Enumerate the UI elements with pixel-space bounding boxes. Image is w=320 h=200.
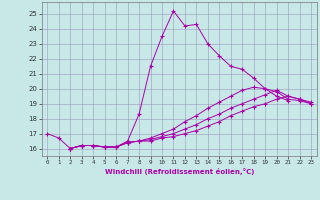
- X-axis label: Windchill (Refroidissement éolien,°C): Windchill (Refroidissement éolien,°C): [105, 168, 254, 175]
